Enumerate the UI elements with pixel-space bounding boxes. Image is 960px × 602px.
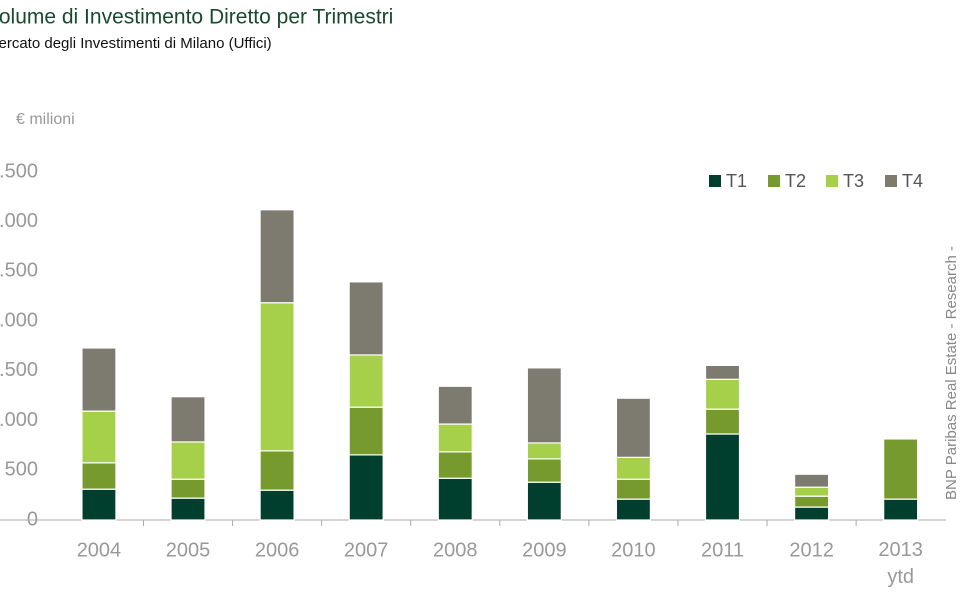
y-tick-label: 0 [27,508,38,530]
bar-segment [615,478,652,500]
legend-label: T3 [843,171,864,191]
legend-label: T2 [785,171,806,191]
y-tick-label: 2.500 [0,260,38,282]
y-tick-label: 1.500 [0,359,38,381]
bar-segment [615,498,652,521]
x-tick-label: 2005 [166,539,211,561]
bar-segment [259,489,295,521]
x-tick-label: 2004 [77,539,122,561]
x-tick-label: 2013 ytd [878,539,923,588]
y-axis-label: € milioni [16,111,75,128]
chart-title: Volume di Investimento Diretto per Trime… [0,6,393,29]
bar-segment [704,408,741,435]
legend-label: T4 [902,171,923,191]
x-tick-label: 2011 [701,539,744,561]
y-tick-label: 3.500 [0,160,38,182]
legend-swatch [885,175,897,187]
bar-segment [793,473,830,488]
bar-segment [437,423,473,453]
x-tick-label-line: 2013 [878,539,923,561]
bar-segment [81,488,117,521]
y-tick-label: 1.000 [0,409,38,431]
bar-segment [170,497,206,521]
bar-segment [526,458,562,483]
bar-segment [793,506,830,521]
bar-segment [883,438,919,500]
bar-segment [348,354,384,408]
chart-subtitle: Mercato degli Investimenti di Milano (Uf… [0,35,272,52]
bar-segment [615,456,652,480]
bar-segment [348,406,384,456]
y-tick-label: 500 [5,459,38,481]
x-tick-label: 2009 [522,539,567,561]
bar-segment [437,477,473,521]
bar-segment [81,410,117,464]
legend-swatch [826,175,838,187]
bar-segment [81,462,117,490]
bar-segment [348,281,384,356]
x-tick-label: 2006 [255,539,300,561]
source-note: BNP Paribas Real Estate - Research - [943,246,960,500]
x-tick-label: 2007 [344,539,389,561]
bar-segment [259,450,295,491]
bar-segment [615,397,652,458]
bar-segment [704,378,741,410]
bar-segment [793,495,830,508]
bar-segment [170,441,206,480]
legend-label: T1 [726,171,747,191]
y-tick-label: 2.000 [0,309,38,331]
bar-segment [348,454,384,521]
x-tick-label-line: ytd [887,566,914,588]
bar-segment [793,486,830,497]
bar-segment [526,367,562,444]
legend-swatch [709,175,721,187]
legend-swatch [768,175,780,187]
y-tick-label: 3.000 [0,210,38,232]
bar-segment [81,347,117,412]
bar-segment [437,451,473,479]
bar-segment [526,481,562,521]
bar-segment [170,396,206,443]
bar-segment [526,442,562,460]
x-tick-label: 2008 [433,539,478,561]
bar-segment [704,433,741,521]
bar-segment [704,364,741,380]
bar-segment [437,385,473,425]
bar-segment [259,209,295,304]
bar-segment [170,478,206,499]
x-tick-label: 2010 [611,539,656,561]
x-tick-label: 2012 [789,539,834,561]
bar-segment [259,302,295,452]
bar-segment [883,498,919,521]
